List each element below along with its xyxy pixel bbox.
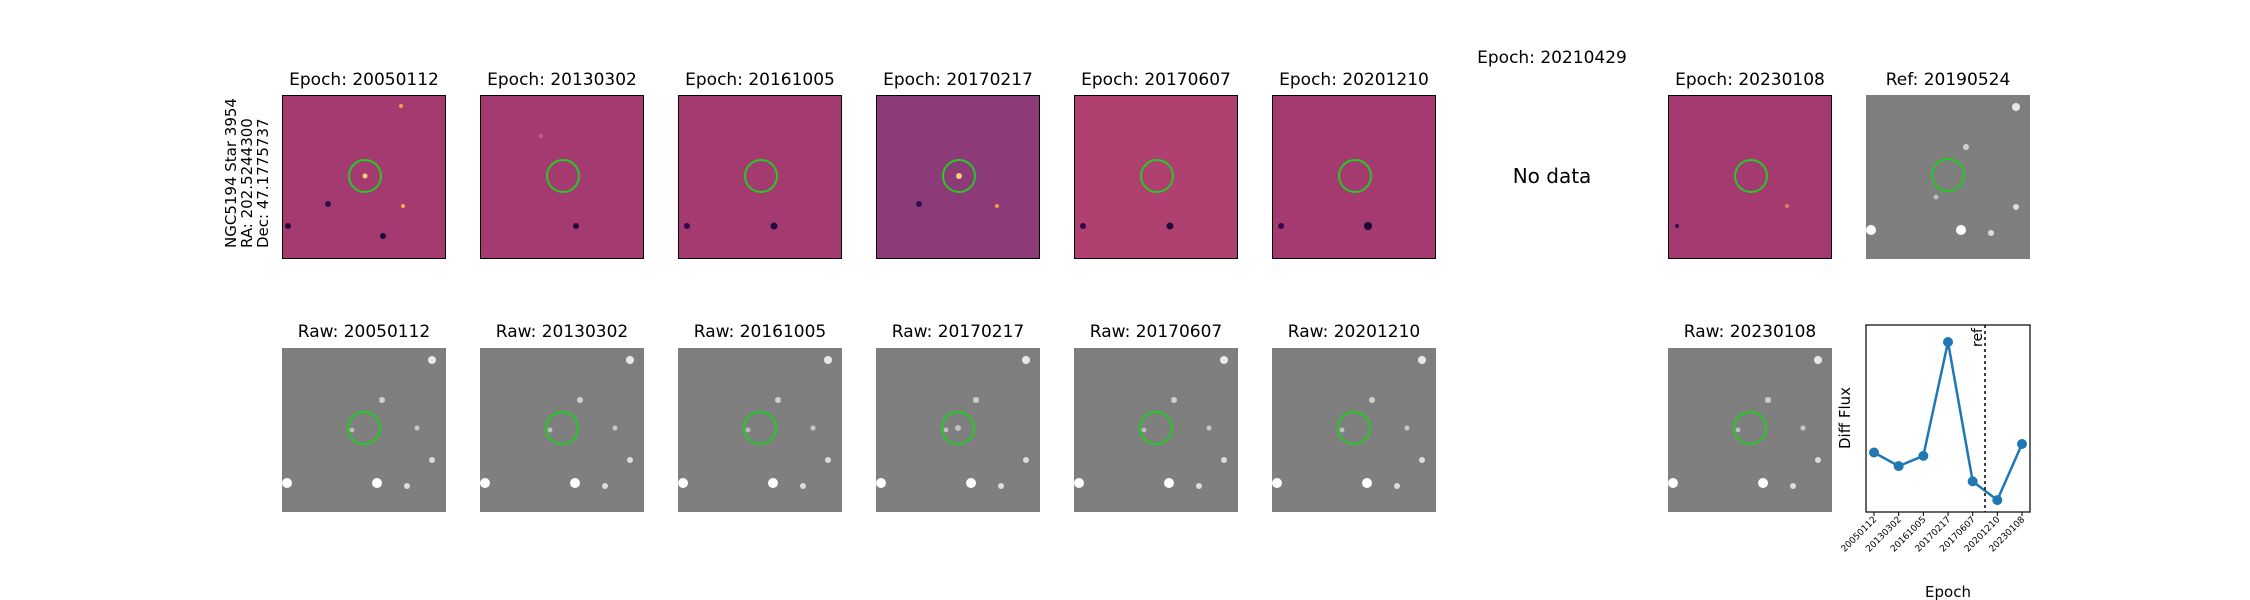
diff-title-4: Epoch: 20170607	[1081, 70, 1231, 90]
data-point	[1967, 476, 1978, 487]
aperture-circle	[941, 411, 975, 445]
data-point	[1918, 450, 1929, 461]
diff-title-2: Epoch: 20161005	[685, 70, 835, 90]
raw-title-7: Raw: 20230108	[1683, 322, 1817, 342]
aperture-circle	[1140, 159, 1174, 193]
raw-image-4	[1074, 348, 1238, 512]
diff-title-1: Epoch: 20130302	[487, 70, 637, 90]
raw-title-4: Raw: 20170607	[1089, 322, 1223, 342]
raw-title-5: Raw: 20201210	[1287, 322, 1421, 342]
diff-image-0	[282, 95, 446, 259]
raw-title-3: Raw: 20170217	[891, 322, 1025, 342]
diff-title-7: Epoch: 20230108	[1675, 70, 1825, 90]
no-data-text: No data	[1512, 164, 1592, 188]
raw-image-3	[876, 348, 1040, 512]
x-axis-label: Epoch	[1925, 583, 1971, 600]
diff-image-5	[1272, 95, 1436, 259]
aperture-circle	[1337, 411, 1371, 445]
aperture-circle	[942, 159, 976, 193]
aperture-circle	[1733, 411, 1767, 445]
aperture-circle	[1338, 159, 1372, 193]
raw-title-2: Raw: 20161005	[693, 322, 827, 342]
diff-image-2	[678, 95, 842, 259]
ref-label: ref	[1970, 327, 1986, 347]
diff-title-3: Epoch: 20170217	[883, 70, 1033, 90]
diff-title-6: Epoch: 20210429	[1477, 48, 1627, 68]
aperture-circle	[743, 411, 777, 445]
diff-image-0-overlay	[285, 104, 405, 239]
aperture-circle	[1734, 159, 1768, 193]
raw-title-0: Raw: 20050112	[297, 322, 431, 342]
data-point	[1869, 447, 1879, 458]
ref-title: Ref: 20190524	[1885, 70, 2011, 90]
diff-image-7	[1668, 95, 1832, 259]
raw-image-1	[480, 348, 644, 512]
data-point	[1893, 461, 1904, 472]
raw-title-1: Raw: 20130302	[495, 322, 629, 342]
plot-frame	[1865, 324, 2031, 513]
aperture-circle	[1931, 158, 1965, 192]
aperture-circle	[1139, 411, 1173, 445]
diff-title-5: Epoch: 20201210	[1279, 70, 1429, 90]
aperture-circle	[545, 411, 579, 445]
aperture-circle	[744, 159, 778, 193]
raw-image-0	[282, 348, 446, 512]
diff-image-3	[876, 95, 1040, 259]
data-point	[1992, 495, 2003, 506]
ref-image	[1866, 95, 2030, 259]
diff-image-1	[480, 95, 644, 259]
data-point	[2017, 439, 2027, 449]
y-axis-label: Diff Flux	[1836, 387, 1854, 449]
aperture-circle	[348, 159, 382, 193]
aperture-circle	[546, 159, 580, 193]
diff-title-0: Epoch: 20050112	[289, 70, 439, 90]
data-point	[1943, 337, 1953, 347]
diff-image-4	[1074, 95, 1238, 259]
aperture-circle	[347, 411, 381, 445]
raw-image-7	[1668, 348, 1832, 512]
raw-image-2	[678, 348, 842, 512]
raw-image-5	[1272, 348, 1436, 512]
